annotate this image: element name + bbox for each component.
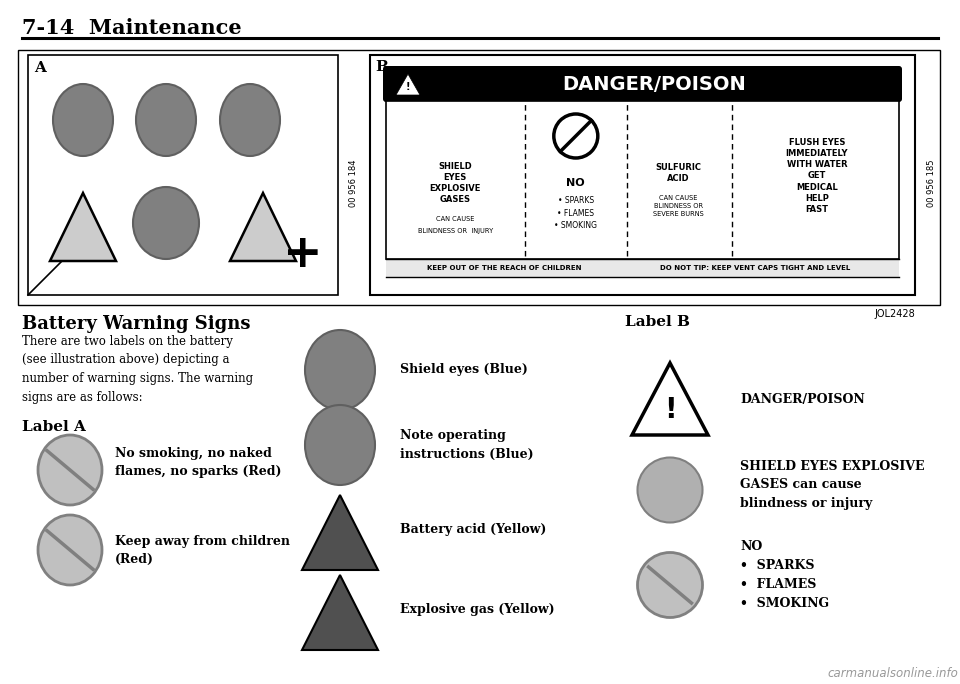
Text: KEEP OUT OF THE REACH OF CHILDREN: KEEP OUT OF THE REACH OF CHILDREN: [427, 265, 581, 271]
Polygon shape: [302, 575, 378, 650]
Text: DO NOT TIP: KEEP VENT CAPS TIGHT AND LEVEL: DO NOT TIP: KEEP VENT CAPS TIGHT AND LEV…: [660, 265, 851, 271]
Polygon shape: [632, 363, 708, 435]
Text: JOL2428: JOL2428: [875, 309, 915, 319]
Text: Battery Warning Signs: Battery Warning Signs: [22, 315, 251, 333]
Text: +: +: [283, 232, 323, 277]
Text: No smoking, no naked
flames, no sparks (Red): No smoking, no naked flames, no sparks (…: [115, 447, 281, 477]
Ellipse shape: [38, 515, 102, 585]
Ellipse shape: [637, 553, 703, 618]
Text: A: A: [34, 61, 46, 75]
Ellipse shape: [305, 330, 375, 410]
Text: NO
•  SPARKS
•  FLAMES
•  SMOKING: NO • SPARKS • FLAMES • SMOKING: [740, 540, 829, 610]
Text: CAN CAUSE: CAN CAUSE: [436, 216, 474, 222]
FancyBboxPatch shape: [28, 55, 338, 295]
Text: Label B: Label B: [625, 315, 690, 329]
Text: NO: NO: [566, 178, 586, 188]
Text: FLUSH EYES
IMMEDIATELY
WITH WATER
GET
MEDICAL
HELP
FAST: FLUSH EYES IMMEDIATELY WITH WATER GET ME…: [785, 138, 849, 214]
Text: CAN CAUSE
BLINDNESS OR
SEVERE BURNS: CAN CAUSE BLINDNESS OR SEVERE BURNS: [653, 196, 704, 217]
Text: Battery acid (Yellow): Battery acid (Yellow): [400, 523, 546, 536]
Text: BLINDNESS OR  INJURY: BLINDNESS OR INJURY: [418, 228, 492, 234]
FancyBboxPatch shape: [383, 66, 902, 102]
Text: carmanualsonline.info: carmanualsonline.info: [828, 667, 958, 680]
Text: DANGER/POISON: DANGER/POISON: [563, 75, 746, 94]
Text: Keep away from children
(Red): Keep away from children (Red): [115, 534, 290, 566]
Polygon shape: [396, 74, 420, 95]
Text: Label A: Label A: [22, 420, 85, 434]
Ellipse shape: [38, 435, 102, 505]
Text: • SPARKS
• FLAMES
• SMOKING: • SPARKS • FLAMES • SMOKING: [554, 196, 597, 230]
Text: DANGER/POISON: DANGER/POISON: [740, 393, 865, 406]
Polygon shape: [230, 193, 296, 261]
Text: There are two labels on the battery
(see illustration above) depicting a
number : There are two labels on the battery (see…: [22, 335, 253, 404]
Text: 00 956 184: 00 956 184: [349, 159, 358, 207]
Ellipse shape: [133, 187, 199, 259]
Polygon shape: [50, 193, 116, 261]
FancyBboxPatch shape: [386, 259, 899, 277]
Text: Shield eyes (Blue): Shield eyes (Blue): [400, 363, 528, 376]
Text: Note operating
instructions (Blue): Note operating instructions (Blue): [400, 430, 534, 460]
Text: Explosive gas (Yellow): Explosive gas (Yellow): [400, 603, 555, 616]
Ellipse shape: [220, 84, 280, 156]
FancyBboxPatch shape: [370, 55, 915, 295]
Text: !: !: [406, 82, 410, 92]
FancyBboxPatch shape: [386, 101, 899, 259]
Ellipse shape: [53, 84, 113, 156]
Text: SHIELD
EYES
EXPLOSIVE
GASES: SHIELD EYES EXPLOSIVE GASES: [429, 162, 481, 204]
Text: !: !: [663, 396, 676, 424]
Polygon shape: [302, 495, 378, 570]
Text: 00 956 185: 00 956 185: [926, 159, 935, 207]
Ellipse shape: [305, 405, 375, 485]
Text: B: B: [375, 60, 388, 74]
Text: SULFURIC
ACID: SULFURIC ACID: [656, 163, 702, 183]
FancyBboxPatch shape: [18, 50, 940, 305]
Ellipse shape: [637, 458, 703, 523]
Ellipse shape: [136, 84, 196, 156]
Text: 7-14  Maintenance: 7-14 Maintenance: [22, 18, 242, 38]
Text: SHIELD EYES EXPLOSIVE
GASES can cause
blindness or injury: SHIELD EYES EXPLOSIVE GASES can cause bl…: [740, 460, 924, 510]
